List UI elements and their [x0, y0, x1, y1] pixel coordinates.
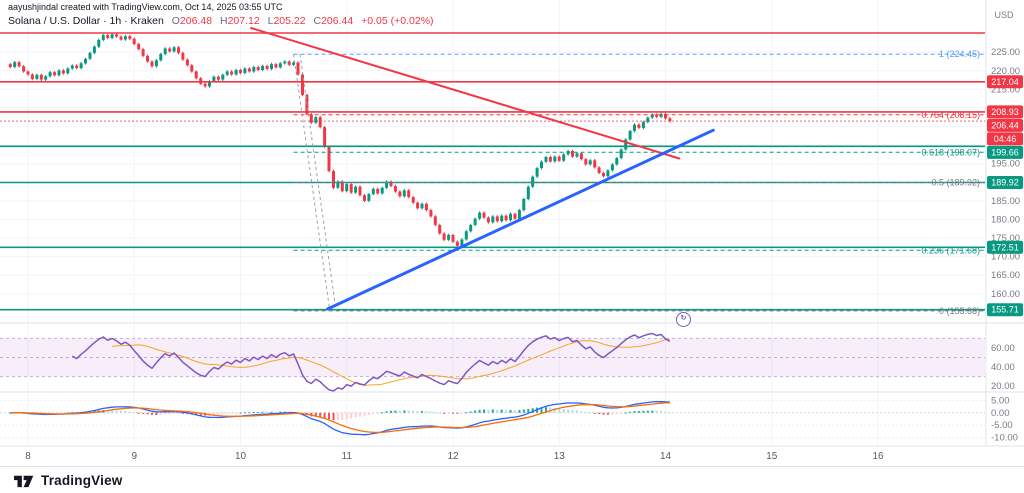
- svg-text:14: 14: [660, 451, 672, 462]
- price-chip: [987, 303, 1023, 317]
- time-axis[interactable]: 8 9 10 11 12 13 14 15 16: [25, 451, 884, 462]
- fib-level-label: 0.618 (198.07): [921, 147, 980, 157]
- svg-text:15: 15: [766, 451, 778, 462]
- svg-text:16: 16: [872, 451, 884, 462]
- svg-text:195.00: 195.00: [991, 159, 1020, 170]
- macd-line: [10, 400, 670, 436]
- descending-resistance-trendline[interactable]: [250, 27, 681, 160]
- svg-text:12: 12: [447, 451, 459, 462]
- svg-text:5.00: 5.00: [991, 395, 1010, 406]
- svg-text:165.00: 165.00: [991, 270, 1020, 281]
- rsi-line: [71, 332, 671, 392]
- svg-text:9: 9: [132, 451, 138, 462]
- fib-level-label: 1 (224.45): [939, 49, 980, 59]
- svg-text:215.00: 215.00: [991, 84, 1020, 95]
- fib-level-label: 0 (155.38): [939, 306, 980, 316]
- svg-text:0.00: 0.00: [991, 408, 1010, 419]
- pane-separators: [0, 0, 1024, 447]
- price-chip: [987, 240, 1023, 254]
- tradingview-logo-text[interactable]: TradingView: [41, 472, 123, 488]
- svg-text:20.00: 20.00: [991, 381, 1015, 392]
- high-label: H: [219, 15, 228, 27]
- svg-text:8: 8: [25, 451, 31, 462]
- change-value: +0.05 (+0.02%): [361, 15, 434, 27]
- svg-text:208.93: 208.93: [991, 107, 1019, 117]
- rsi-ma-line: [112, 338, 671, 386]
- svg-text:170.00: 170.00: [991, 252, 1020, 263]
- ascending-support-trendline[interactable]: [326, 128, 715, 311]
- close-value: 206.44: [321, 15, 354, 27]
- svg-text:60.00: 60.00: [991, 343, 1015, 354]
- price-chip: [987, 75, 1023, 89]
- svg-text:189.92: 189.92: [991, 178, 1019, 188]
- main-pane[interactable]: [8, 33, 672, 248]
- high-value: 207.12: [227, 15, 260, 27]
- svg-text:40.00: 40.00: [991, 362, 1015, 373]
- svg-text:10: 10: [235, 451, 247, 462]
- svg-text:-10.00: -10.00: [991, 433, 1018, 444]
- indicator-circle-icon[interactable]: ↻: [676, 312, 691, 327]
- svg-text:11: 11: [342, 451, 353, 462]
- svg-text:04:46: 04:46: [994, 134, 1017, 144]
- svg-text:172.51: 172.51: [991, 242, 1019, 252]
- low-label: L: [267, 15, 274, 27]
- footer-bar: TradingView: [0, 466, 1024, 493]
- svg-text:206.44: 206.44: [991, 120, 1019, 130]
- tradingview-logo-icon[interactable]: [14, 473, 35, 488]
- svg-text:160.00: 160.00: [991, 289, 1020, 300]
- grid-lines: [0, 0, 985, 446]
- svg-text:155.71: 155.71: [991, 305, 1019, 315]
- fib-level-label: 0.236 (171.68): [921, 245, 980, 255]
- drawings[interactable]: 1 (224.45) 0.764 (208.15) 0.618 (198.07) 0.…: [0, 27, 985, 316]
- svg-text:-5.00: -5.00: [991, 420, 1013, 431]
- svg-text:225.00: 225.00: [991, 47, 1020, 58]
- svg-text:13: 13: [554, 451, 566, 462]
- price-axis[interactable]: USD 225.00 220.00 215.00 195.00 185.00 180.00 1…: [987, 10, 1023, 444]
- macd-pane[interactable]: [0, 399, 985, 439]
- fib-level-label: 0.5 (189.92): [931, 178, 980, 188]
- svg-text:185.00: 185.00: [991, 196, 1020, 207]
- close-label: C: [313, 15, 322, 27]
- svg-text:220.00: 220.00: [991, 66, 1020, 77]
- svg-text:217.04: 217.04: [991, 77, 1019, 87]
- symbol-title: Solana / U.S. Dollar · 1h · Kraken: [8, 15, 164, 27]
- macd-signal-line: [10, 402, 670, 434]
- open-value: 206.48: [179, 15, 213, 27]
- price-chip: [987, 132, 1023, 146]
- svg-text:199.66: 199.66: [991, 147, 1019, 157]
- price-chip: [987, 105, 1023, 119]
- rsi-pane[interactable]: [0, 332, 985, 392]
- low-value: 205.22: [273, 15, 306, 27]
- open-label: O: [171, 15, 180, 27]
- attribution-text: aayushjindal created with TradingView.co…: [8, 2, 283, 12]
- fib-level-label: 0.764 (208.15): [921, 110, 980, 120]
- chart-canvas[interactable]: 1 (224.45) 0.764 (208.15) 0.618 (198.07) 0.…: [0, 0, 1024, 466]
- symbol-legend[interactable]: Solana / U.S. Dollar · 1h · Kraken O206.…: [8, 15, 434, 27]
- price-chip: [987, 118, 1023, 132]
- svg-text:180.00: 180.00: [991, 214, 1020, 225]
- svg-text:175.00: 175.00: [991, 233, 1020, 244]
- price-chip: [987, 145, 1023, 159]
- price-chip: [987, 176, 1023, 189]
- currency-label: USD: [994, 10, 1014, 20]
